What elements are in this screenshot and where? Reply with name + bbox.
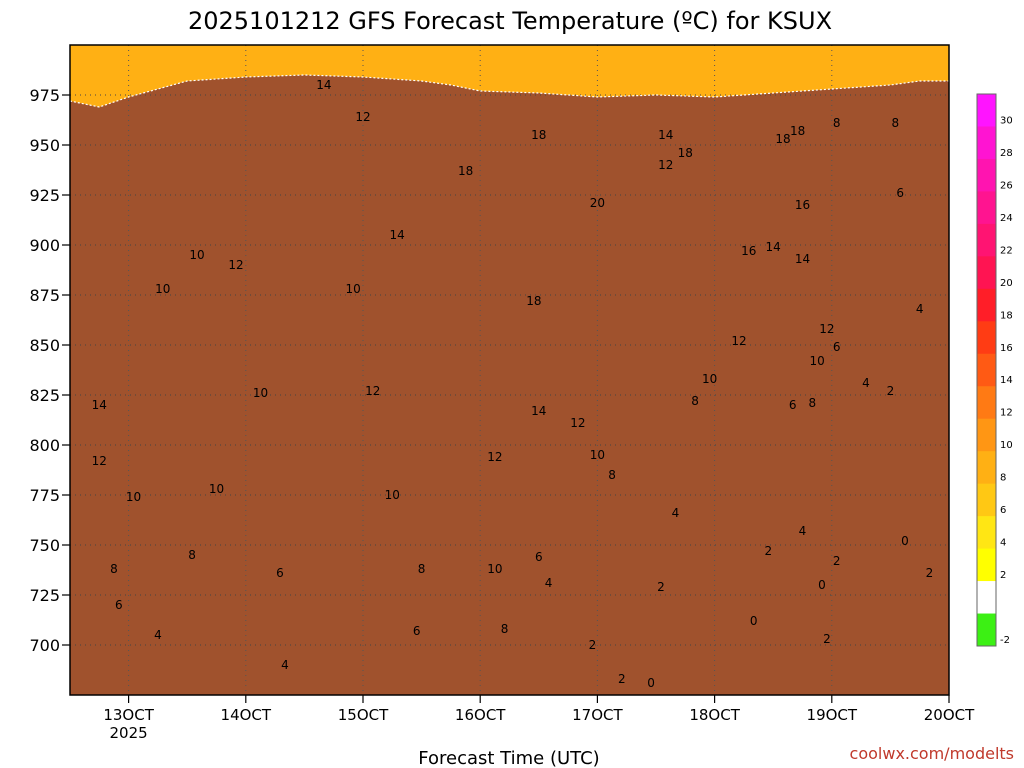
chart-title: 2025101212 GFS Forecast Temperature (ºC)… — [188, 7, 832, 35]
